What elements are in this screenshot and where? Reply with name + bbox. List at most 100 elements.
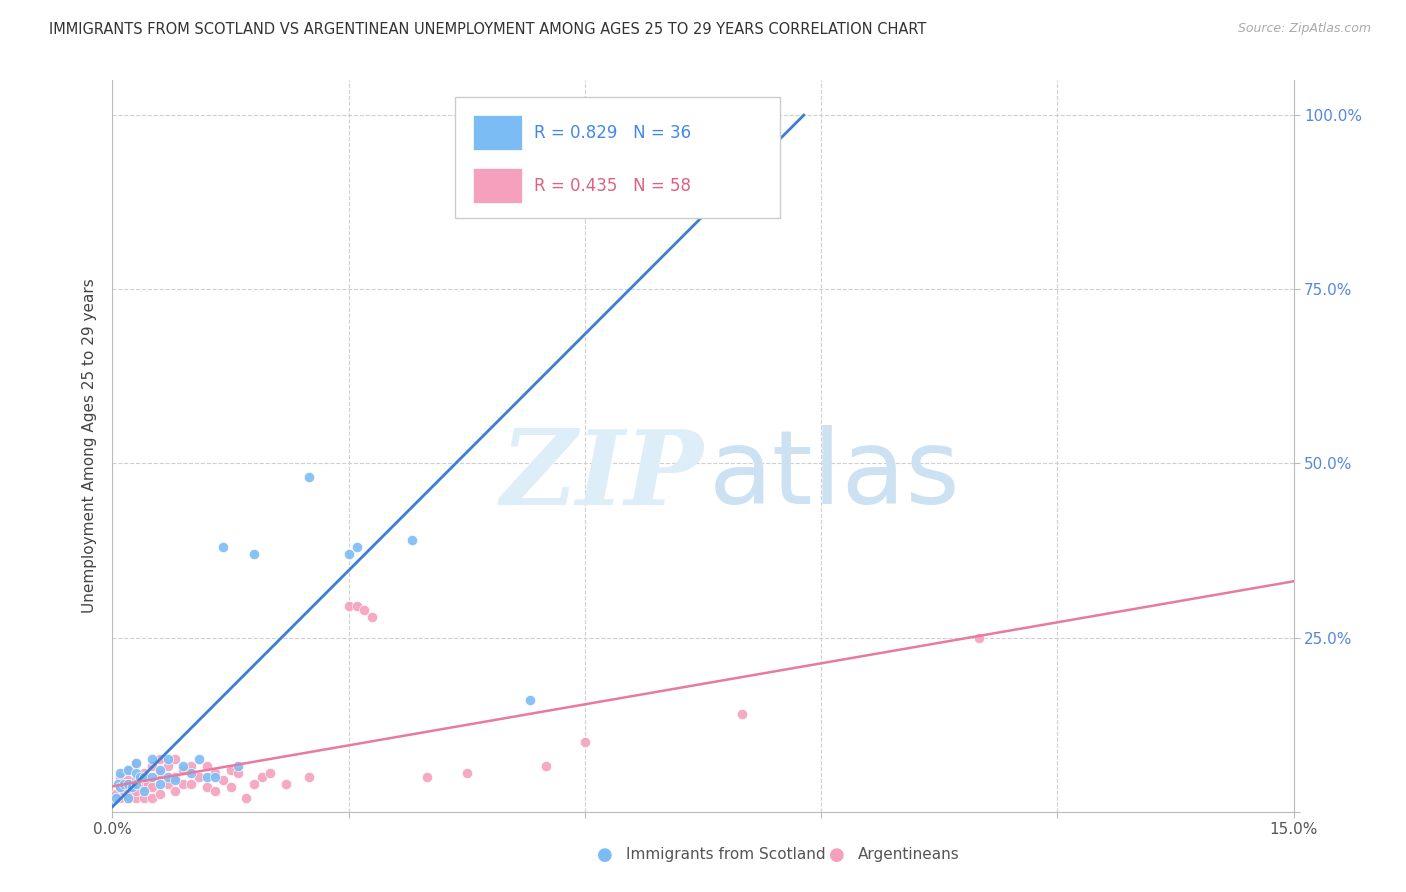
- Point: [204, 784, 226, 798]
- Point: [165, 770, 187, 784]
- Point: [219, 763, 242, 777]
- Point: [401, 533, 423, 547]
- Point: [534, 759, 557, 773]
- Point: [110, 790, 132, 805]
- Point: [117, 773, 139, 788]
- Text: R = 0.829   N = 36: R = 0.829 N = 36: [534, 123, 692, 142]
- FancyBboxPatch shape: [456, 97, 780, 218]
- Point: [361, 609, 384, 624]
- Point: [125, 766, 148, 780]
- Point: [149, 752, 172, 766]
- FancyBboxPatch shape: [472, 169, 522, 203]
- Point: [110, 766, 132, 780]
- Point: [165, 784, 187, 798]
- Point: [141, 780, 163, 795]
- Point: [132, 784, 155, 798]
- Point: [204, 770, 226, 784]
- Point: [117, 790, 139, 805]
- Point: [195, 780, 218, 795]
- Point: [112, 784, 135, 798]
- Point: [228, 759, 250, 773]
- Point: [180, 777, 202, 791]
- Text: R = 0.435   N = 58: R = 0.435 N = 58: [534, 177, 692, 194]
- Point: [211, 540, 233, 554]
- Point: [195, 759, 218, 773]
- Point: [125, 784, 148, 798]
- Point: [117, 790, 139, 805]
- Text: IMMIGRANTS FROM SCOTLAND VS ARGENTINEAN UNEMPLOYMENT AMONG AGES 25 TO 29 YEARS C: IMMIGRANTS FROM SCOTLAND VS ARGENTINEAN …: [49, 22, 927, 37]
- Text: atlas: atlas: [709, 425, 960, 525]
- Point: [132, 770, 155, 784]
- Point: [243, 777, 266, 791]
- Point: [337, 547, 360, 561]
- Point: [125, 756, 148, 770]
- Point: [125, 773, 148, 788]
- Point: [228, 766, 250, 780]
- Point: [125, 756, 148, 770]
- Point: [117, 784, 139, 798]
- Point: [211, 773, 233, 788]
- Text: Argentineans: Argentineans: [858, 847, 959, 862]
- Point: [110, 770, 132, 784]
- Point: [456, 766, 478, 780]
- Point: [204, 766, 226, 780]
- Point: [117, 777, 139, 791]
- Point: [121, 787, 143, 801]
- Point: [188, 770, 211, 784]
- Point: [149, 787, 172, 801]
- Y-axis label: Unemployment Among Ages 25 to 29 years: Unemployment Among Ages 25 to 29 years: [82, 278, 97, 614]
- Point: [141, 759, 163, 773]
- Text: Immigrants from Scotland: Immigrants from Scotland: [626, 847, 825, 862]
- Point: [731, 707, 754, 722]
- Point: [117, 763, 139, 777]
- Point: [156, 752, 179, 766]
- Text: Source: ZipAtlas.com: Source: ZipAtlas.com: [1237, 22, 1371, 36]
- Point: [141, 790, 163, 805]
- Point: [250, 770, 273, 784]
- Point: [110, 780, 132, 795]
- Point: [156, 777, 179, 791]
- Point: [346, 599, 368, 614]
- Point: [165, 773, 187, 788]
- Point: [129, 770, 152, 784]
- Point: [112, 777, 135, 791]
- Point: [156, 770, 179, 784]
- Point: [141, 770, 163, 784]
- Point: [149, 763, 172, 777]
- Point: [219, 780, 242, 795]
- Point: [110, 780, 132, 795]
- Point: [259, 766, 281, 780]
- Point: [149, 777, 172, 791]
- Point: [125, 790, 148, 805]
- Point: [107, 777, 129, 791]
- Point: [141, 752, 163, 766]
- Text: ●: ●: [828, 846, 845, 863]
- Point: [274, 777, 297, 791]
- Point: [172, 763, 194, 777]
- Point: [172, 759, 194, 773]
- Point: [132, 766, 155, 780]
- Point: [188, 752, 211, 766]
- Point: [105, 787, 128, 801]
- Point: [165, 752, 187, 766]
- Point: [967, 631, 990, 645]
- Point: [121, 780, 143, 795]
- Point: [574, 735, 596, 749]
- Point: [132, 780, 155, 795]
- Text: ●: ●: [596, 846, 613, 863]
- Text: ZIP: ZIP: [501, 425, 703, 526]
- Point: [298, 470, 321, 484]
- Point: [346, 540, 368, 554]
- Point: [125, 777, 148, 791]
- Point: [180, 766, 202, 780]
- FancyBboxPatch shape: [472, 115, 522, 150]
- Point: [243, 547, 266, 561]
- Point: [117, 763, 139, 777]
- Point: [416, 770, 439, 784]
- Point: [149, 766, 172, 780]
- Point: [180, 759, 202, 773]
- Point: [156, 759, 179, 773]
- Point: [136, 777, 159, 791]
- Point: [132, 790, 155, 805]
- Point: [195, 770, 218, 784]
